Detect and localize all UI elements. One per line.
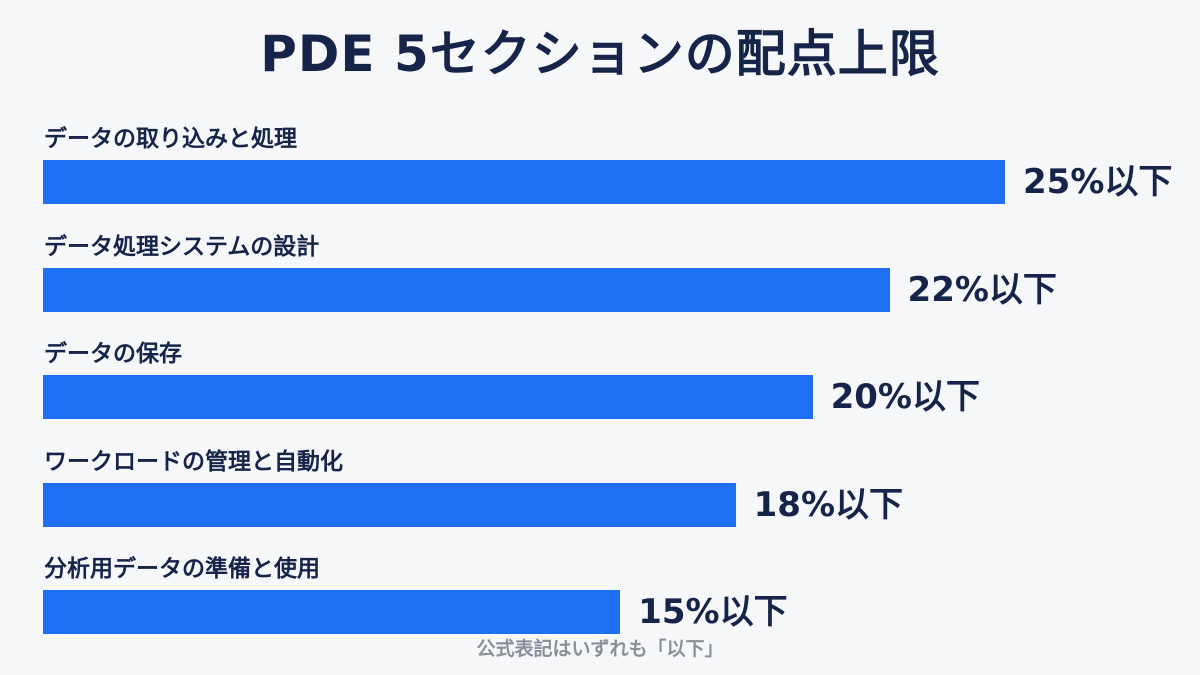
value-label: 15%以下 [638, 592, 788, 632]
category-label: データの取り込みと処理 [44, 126, 297, 152]
category-label: データの保存 [44, 341, 182, 367]
footnote: 公式表記はいずれも「以下」 [476, 638, 724, 660]
bar [43, 590, 621, 634]
category-label: ワークロードの管理と自動化 [44, 448, 343, 475]
value-label: 25%以下 [1023, 162, 1173, 202]
bar [43, 482, 736, 527]
category-label: 分析用データの準備と使用 [44, 556, 320, 582]
value-label: 20%以下 [830, 377, 980, 417]
value-label: 18%以下 [753, 484, 904, 525]
value-label: 22%以下 [907, 269, 1057, 310]
bar [43, 267, 890, 312]
bar [43, 160, 1005, 204]
category-label: データ処理システムの設計 [44, 233, 320, 260]
chart-title: PDE 5セクションの配点上限 [260, 25, 940, 83]
bar [43, 375, 813, 419]
